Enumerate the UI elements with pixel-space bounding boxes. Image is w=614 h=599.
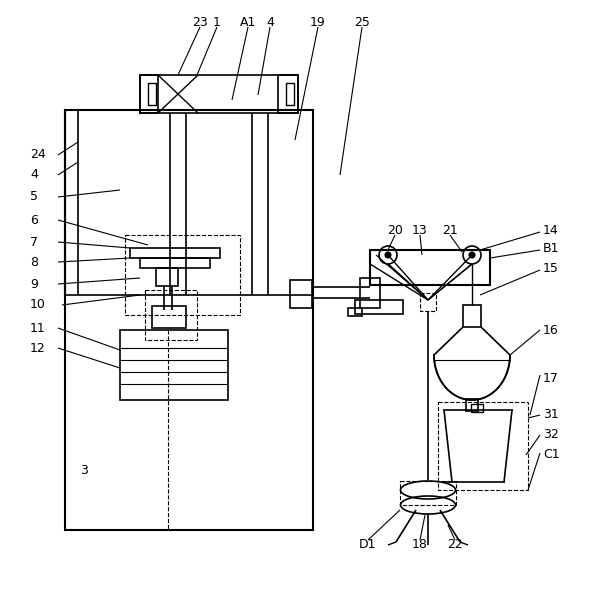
Bar: [120, 330, 228, 400]
Text: 24: 24: [30, 149, 46, 162]
Bar: [348, 308, 362, 316]
Bar: [290, 280, 312, 308]
Text: 5: 5: [30, 190, 38, 204]
Text: 7: 7: [30, 235, 38, 249]
Bar: [156, 268, 178, 286]
Bar: [130, 248, 220, 258]
Text: 22: 22: [447, 539, 463, 552]
Bar: [140, 75, 158, 113]
Bar: [148, 83, 156, 105]
Text: 16: 16: [543, 323, 559, 337]
Text: 12: 12: [30, 341, 46, 355]
Bar: [420, 293, 436, 311]
Bar: [125, 235, 240, 315]
Text: 19: 19: [310, 16, 326, 29]
Text: 14: 14: [543, 223, 559, 237]
Text: C1: C1: [543, 449, 559, 461]
Text: 13: 13: [412, 223, 428, 237]
Bar: [65, 110, 313, 530]
Bar: [140, 258, 210, 268]
Text: 1: 1: [213, 16, 221, 29]
Bar: [370, 250, 490, 285]
Bar: [152, 306, 186, 328]
Text: 9: 9: [30, 277, 38, 291]
Text: 6: 6: [30, 213, 38, 226]
Bar: [463, 305, 481, 327]
Bar: [355, 300, 403, 314]
Bar: [140, 75, 298, 113]
Circle shape: [469, 252, 475, 258]
Text: 11: 11: [30, 322, 46, 334]
Bar: [400, 481, 456, 505]
Circle shape: [385, 252, 391, 258]
Bar: [360, 278, 380, 308]
Text: 31: 31: [543, 409, 559, 422]
Text: 32: 32: [543, 428, 559, 441]
Bar: [145, 290, 197, 340]
Text: 21: 21: [442, 223, 458, 237]
Text: A1: A1: [240, 16, 256, 29]
Text: 10: 10: [30, 298, 46, 311]
Text: 20: 20: [387, 223, 403, 237]
Bar: [471, 404, 483, 412]
Text: B1: B1: [543, 241, 559, 255]
Bar: [286, 83, 294, 105]
Text: D1: D1: [359, 539, 377, 552]
Text: 15: 15: [543, 262, 559, 274]
Text: 18: 18: [412, 539, 428, 552]
Text: 4: 4: [30, 168, 38, 181]
Text: 23: 23: [192, 16, 208, 29]
Bar: [466, 399, 478, 411]
Bar: [278, 75, 298, 113]
Bar: [438, 402, 528, 490]
Text: 8: 8: [30, 256, 38, 268]
Text: 3: 3: [80, 464, 88, 476]
Text: 17: 17: [543, 371, 559, 385]
Text: 25: 25: [354, 16, 370, 29]
Text: 4: 4: [266, 16, 274, 29]
